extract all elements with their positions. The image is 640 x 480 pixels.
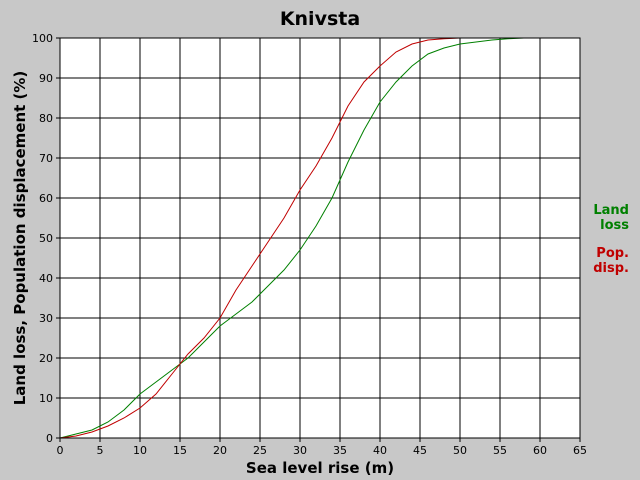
x-tick-label: 50 <box>453 444 467 457</box>
x-tick-label: 30 <box>293 444 307 457</box>
y-axis-label: Land loss, Population displacement (%) <box>11 71 29 406</box>
legend-entry-land-loss: Land <box>593 203 629 218</box>
y-tick-label: 0 <box>46 432 53 445</box>
x-tick-label: 0 <box>57 444 64 457</box>
x-tick-label: 20 <box>213 444 227 457</box>
y-tick-label: 100 <box>32 32 53 45</box>
y-tick-label: 70 <box>39 152 53 165</box>
y-tick-label: 90 <box>39 72 53 85</box>
chart-title: Knivsta <box>280 8 360 30</box>
y-tick-label: 60 <box>39 192 53 205</box>
y-tick-labels: 0 10 20 30 40 50 60 70 80 90 100 <box>32 32 53 445</box>
x-tick-label: 15 <box>173 444 187 457</box>
x-tick-label: 5 <box>97 444 104 457</box>
legend-entry-land-loss: loss <box>600 218 629 233</box>
x-tick-labels: 0 5 10 15 20 25 30 35 40 45 50 55 60 65 <box>57 444 588 457</box>
x-tick-label: 40 <box>373 444 387 457</box>
x-tick-label: 45 <box>413 444 427 457</box>
x-tick-label: 10 <box>133 444 147 457</box>
x-axis-label: Sea level rise (m) <box>246 459 394 477</box>
legend-entry-pop-disp: Pop. <box>596 246 629 261</box>
series-line-land-loss <box>59 37 580 439</box>
x-tick-label: 60 <box>533 444 547 457</box>
y-tick-label: 40 <box>39 272 53 285</box>
plot-frame <box>59 37 581 439</box>
y-tick-label: 80 <box>39 112 53 125</box>
y-tick-label: 20 <box>39 352 53 365</box>
x-tick-label: 65 <box>573 444 587 457</box>
x-tick-label: 35 <box>333 444 347 457</box>
grid <box>56 37 581 442</box>
x-tick-label: 25 <box>253 444 267 457</box>
x-tick-label: 55 <box>493 444 507 457</box>
y-tick-label: 10 <box>39 392 53 405</box>
y-tick-label: 50 <box>39 232 53 245</box>
y-tick-label: 30 <box>39 312 53 325</box>
legend-entry-pop-disp: disp. <box>593 261 629 276</box>
